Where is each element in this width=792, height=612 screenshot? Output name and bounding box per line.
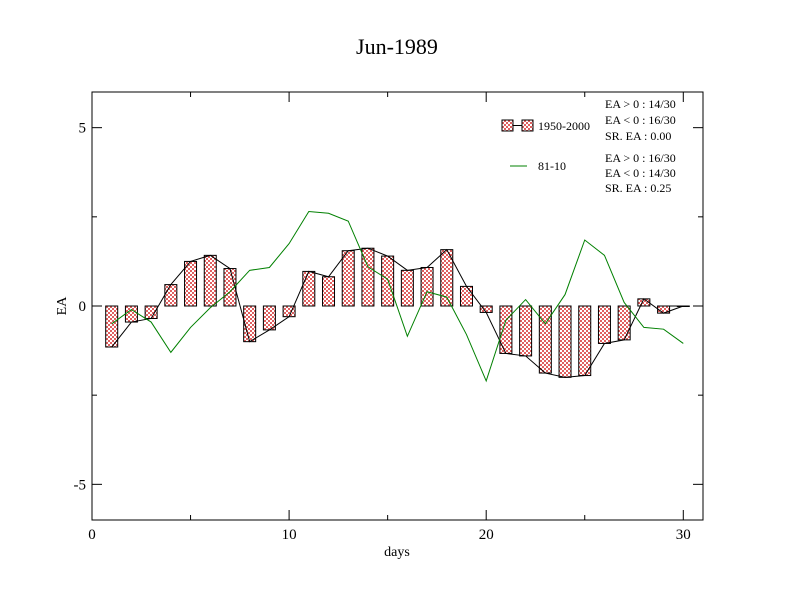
legend: 1950-2000 81-10 EA > 0 : 14/30 EA < 0 : … [501, 97, 676, 195]
chart-title: Jun-1989 [356, 34, 438, 59]
x-tick-label-20: 20 [479, 527, 494, 543]
bar-1 [105, 305, 119, 348]
bar-9 [262, 305, 276, 331]
bar-22 [519, 305, 533, 357]
plot-marks [105, 210, 690, 383]
bar-26 [597, 305, 611, 344]
x-tick-label-0: 0 [88, 527, 96, 543]
bar-8 [243, 305, 257, 343]
legend-label-series-2: 81-10 [538, 159, 566, 173]
legend-label-series-1: 1950-2000 [538, 119, 590, 133]
y-axis-label: EA [55, 296, 70, 316]
y-tick-label-5: 5 [79, 121, 87, 137]
series-81-10-line [111, 210, 684, 383]
stats-1-line-2: EA < 0 : 16/30 [605, 113, 676, 127]
bar-12 [322, 276, 336, 307]
bar-27 [617, 305, 631, 341]
y-tick-label-0: 0 [79, 299, 87, 315]
bar-4 [164, 284, 178, 307]
x-tick-label-10: 10 [282, 527, 297, 543]
legend-bar-swatch-left [501, 119, 514, 132]
axes: 0 10 20 30 -5 0 5 [74, 92, 703, 543]
legend-bar-swatch-right [521, 119, 534, 132]
stats-2-line-2: EA < 0 : 14/30 [605, 166, 676, 180]
bar-5 [184, 260, 198, 307]
bar-24 [558, 305, 572, 378]
bar-23 [538, 305, 552, 374]
stats-2-line-1: EA > 0 : 16/30 [605, 151, 676, 165]
bar-19 [459, 285, 473, 307]
x-tick-label-30: 30 [676, 527, 691, 543]
x-axis-label: days [384, 545, 410, 560]
stats-1-line-1: EA > 0 : 14/30 [605, 97, 676, 111]
bar-2 [124, 305, 138, 323]
series-1950-2000-line [111, 247, 684, 378]
stats-1-line-3: SR. EA : 0.00 [605, 129, 671, 143]
bar-15 [381, 255, 395, 307]
bar-6 [203, 254, 217, 307]
bar-13 [341, 250, 355, 307]
stats-2-line-3: SR. EA : 0.25 [605, 181, 671, 195]
bar-11 [302, 270, 316, 307]
bar-25 [578, 305, 592, 377]
y-tick-label--5: -5 [74, 477, 87, 493]
bar-16 [400, 269, 414, 307]
bar-21 [499, 305, 513, 354]
